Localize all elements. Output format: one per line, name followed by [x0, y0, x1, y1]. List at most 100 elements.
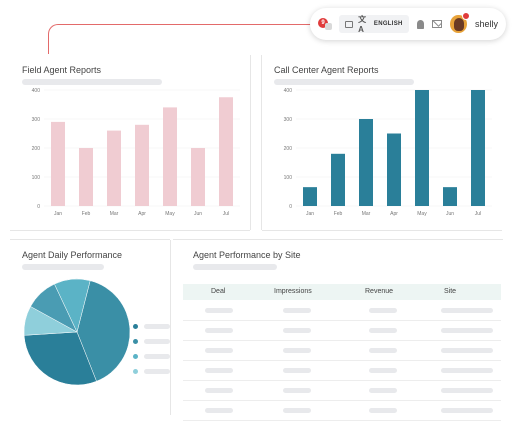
table-header: Deal Impressions Revenue Site [183, 284, 501, 300]
row-divider [183, 400, 501, 401]
username[interactable]: shelly [474, 19, 498, 29]
avatar[interactable] [450, 12, 470, 33]
x-tick-label: Jan [306, 211, 314, 217]
y-tick-label: 400 [284, 88, 293, 94]
bar [219, 97, 233, 206]
table-cell-placeholder [283, 348, 311, 353]
legend-swatch [133, 369, 138, 374]
x-tick-label: Jan [54, 211, 62, 217]
table-cell-placeholder [369, 388, 397, 393]
bar [387, 133, 401, 206]
column-header-deal[interactable]: Deal [211, 288, 226, 295]
table-cell-placeholder [205, 388, 233, 393]
row-divider [183, 420, 501, 421]
legend-item [133, 339, 170, 344]
y-tick-label: 0 [37, 204, 40, 210]
call-center-bar-chart: 0 100 200 300 400 Jan Feb Mar Apr May Jun Jul [284, 88, 492, 217]
bar [163, 107, 177, 206]
legend-label-placeholder [144, 354, 170, 359]
pie-chart-title: Agent Daily Performance [22, 250, 123, 260]
bar [443, 187, 457, 206]
x-tick-label: Mar [362, 211, 371, 217]
table-cell-placeholder [283, 328, 311, 333]
row-divider [183, 380, 501, 381]
table-cell-placeholder [441, 348, 493, 353]
legend-swatch [133, 339, 138, 344]
table-cell-placeholder [205, 348, 233, 353]
mail-icon[interactable] [432, 20, 443, 28]
language-selector[interactable]: 文A ENGLISH [338, 15, 409, 34]
daily-performance-panel: Agent Daily Performance [10, 240, 170, 415]
y-tick-label: 100 [284, 175, 293, 181]
legend-item [133, 324, 170, 329]
top-toolbar: 9 文A ENGLISH shelly [310, 8, 506, 40]
x-tick-label: Apr [138, 211, 146, 217]
table-cell-placeholder [205, 368, 233, 373]
field-chart-title: Field Agent Reports [22, 65, 102, 75]
avatar-status-badge [461, 12, 470, 20]
row-divider [183, 360, 501, 361]
bar [51, 121, 65, 206]
site-performance-panel: Agent Performance by Site Deal Impressio… [173, 240, 503, 421]
bar [107, 130, 121, 206]
table-title: Agent Performance by Site [193, 250, 301, 260]
legend-item [133, 354, 170, 359]
table-cell-placeholder [283, 308, 311, 313]
bar [471, 90, 485, 206]
legend-label-placeholder [144, 369, 170, 374]
pie-slice [76, 280, 131, 382]
table-cell-placeholder [369, 308, 397, 313]
bar [331, 153, 345, 206]
accent-connector-line [48, 24, 318, 54]
pie-slice [23, 331, 97, 386]
table-cell-placeholder [283, 408, 311, 413]
translate-icon: 文A [358, 15, 367, 34]
x-tick-label: Jun [194, 211, 202, 217]
row-divider [183, 320, 501, 321]
table-cell-placeholder [369, 328, 397, 333]
table-cell-placeholder [205, 308, 233, 313]
column-header-site[interactable]: Site [444, 288, 457, 295]
x-tick-label: Apr [390, 211, 398, 217]
table-cell-placeholder [283, 388, 311, 393]
subtitle-placeholder [22, 264, 104, 270]
table-cell-placeholder [369, 348, 397, 353]
call-chart-title: Call Center Agent Reports [274, 65, 379, 75]
x-tick-label: Jul [475, 211, 481, 217]
bell-icon[interactable] [416, 19, 425, 29]
table-cell-placeholder [441, 368, 493, 373]
bar [303, 187, 317, 206]
column-header-revenue[interactable]: Revenue [365, 288, 394, 295]
y-tick-label: 0 [289, 204, 292, 210]
y-tick-label: 400 [32, 88, 41, 94]
notification-icon[interactable]: 9 [318, 17, 332, 31]
subtitle-placeholder [193, 264, 277, 270]
legend-swatch [133, 324, 138, 329]
bar [79, 148, 93, 206]
table-cell-placeholder [205, 408, 233, 413]
subtitle-placeholder [274, 79, 414, 85]
keyboard-icon [344, 20, 354, 28]
x-tick-label: May [165, 211, 175, 217]
table-cell-placeholder [369, 368, 397, 373]
x-tick-label: Jun [446, 211, 454, 217]
call-center-panel: Call Center Agent Reports 0 100 200 300 400 J… [262, 55, 502, 230]
table-cell-placeholder [441, 328, 493, 333]
x-tick-label: Feb [82, 211, 91, 217]
y-tick-label: 100 [32, 175, 41, 181]
subtitle-placeholder [22, 79, 162, 85]
table-cell-placeholder [441, 408, 493, 413]
language-label: ENGLISH [373, 21, 403, 27]
y-tick-label: 300 [32, 117, 41, 123]
y-tick-label: 200 [284, 146, 293, 152]
table-cell-placeholder [441, 388, 493, 393]
daily-performance-pie-chart [23, 278, 131, 386]
table-cell-placeholder [369, 408, 397, 413]
x-tick-label: Mar [110, 211, 119, 217]
bar [135, 124, 149, 206]
bar [415, 90, 429, 206]
column-header-impressions[interactable]: Impressions [274, 288, 312, 295]
x-tick-label: May [417, 211, 427, 217]
y-tick-label: 200 [32, 146, 41, 152]
bar [359, 119, 373, 206]
